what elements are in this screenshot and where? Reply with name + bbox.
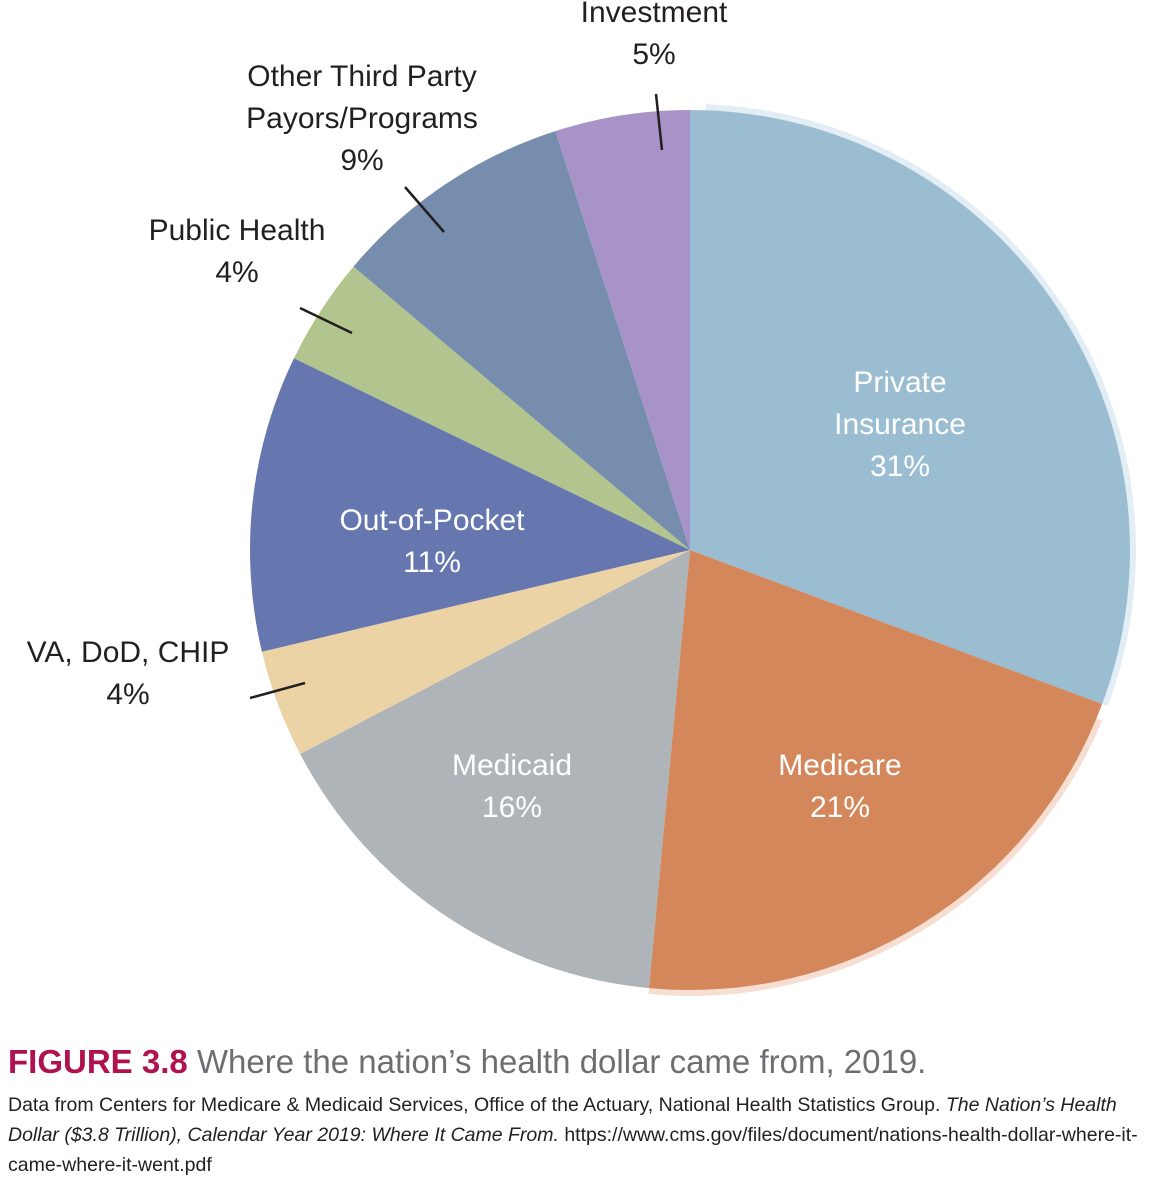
pie-slices (249, 110, 1130, 990)
slice-name-investment: Investment (581, 0, 728, 29)
figure-source: Data from Centers for Medicare & Medicai… (8, 1090, 1148, 1180)
source-url: https://www.cms.gov/files/document/natio… (8, 1124, 1138, 1176)
figure-caption: FIGURE 3.8 Where the nation’s health dol… (8, 1040, 1148, 1180)
slice-value-public-health: 4% (215, 256, 258, 289)
slice-label-medicare: Medicare 21% (778, 749, 901, 824)
slice-name-private-insurance: Insurance (834, 408, 966, 441)
slice-name-medicare: Medicare (778, 749, 901, 782)
leader-line-investment (654, 93, 664, 151)
source-publication-title: The Nation’s Health Dollar ($3.8 Trillio… (8, 1094, 1117, 1146)
slice-value-investment: 5% (632, 38, 675, 71)
pie-chart: Private Insurance 31% Medicare 21% Medicaid 16… (27, 0, 1136, 997)
slice-value-medicaid: 16% (482, 791, 542, 824)
slice-value-private-insurance: 31% (870, 450, 930, 483)
slice-out-of-pocket (249, 358, 690, 652)
leader-line-public-health (299, 306, 353, 335)
slice-medicare (649, 550, 1103, 990)
slice-label-out-of-pocket: Out-of-Pocket 11% (339, 504, 525, 579)
source-text: Data from Centers for Medicare & Medicai… (8, 1094, 946, 1116)
slice-va-dod-chip (261, 550, 690, 755)
figure-title: Where the nation’s health dollar came fr… (196, 1043, 927, 1080)
leader-line-va-dod-chip (249, 681, 306, 700)
slice-medicaid (300, 550, 690, 989)
slice-other-third-party-payors-programs (353, 131, 690, 550)
slice-label-other-third-party-payors-programs: Other Third Party Payors/Programs 9% (246, 60, 478, 177)
slice-label-investment: Investment 5% (581, 0, 728, 71)
slice-private-insurance (690, 110, 1130, 705)
slice-name-other-third-party-payors-programs: Payors/Programs (246, 102, 478, 135)
slice-name-public-health: Public Health (149, 214, 326, 247)
leader-line-other-third-party-payors-programs (404, 186, 445, 233)
slice-name-medicaid: Medicaid (452, 749, 572, 782)
slice-label-public-health: Public Health 4% (149, 214, 326, 289)
slice-name-private-insurance: Private (853, 366, 946, 399)
leader-lines (249, 93, 664, 700)
slice-value-va-dod-chip: 4% (106, 678, 149, 711)
figure-number: FIGURE 3.8 (8, 1043, 188, 1080)
slice-name-out-of-pocket: Out-of-Pocket (339, 504, 525, 537)
slice-investment (555, 110, 690, 550)
figure-heading: FIGURE 3.8 Where the nation’s health dol… (8, 1040, 1148, 1084)
slice-public-health (293, 266, 690, 550)
slice-name-other-third-party-payors-programs: Other Third Party (247, 60, 477, 93)
slice-value-medicare: 21% (810, 791, 870, 824)
slice-value-other-third-party-payors-programs: 9% (340, 144, 383, 177)
slice-labels: Private Insurance 31% Medicare 21% Medicaid 16… (27, 0, 966, 824)
slice-name-va-dod-chip: VA, DoD, CHIP (27, 636, 230, 669)
slice-label-medicaid: Medicaid 16% (452, 749, 572, 824)
slice-label-va-dod-chip: VA, DoD, CHIP 4% (27, 636, 230, 711)
slice-value-out-of-pocket: 11% (403, 546, 461, 579)
slice-label-private-insurance: Private Insurance 31% (834, 366, 966, 483)
